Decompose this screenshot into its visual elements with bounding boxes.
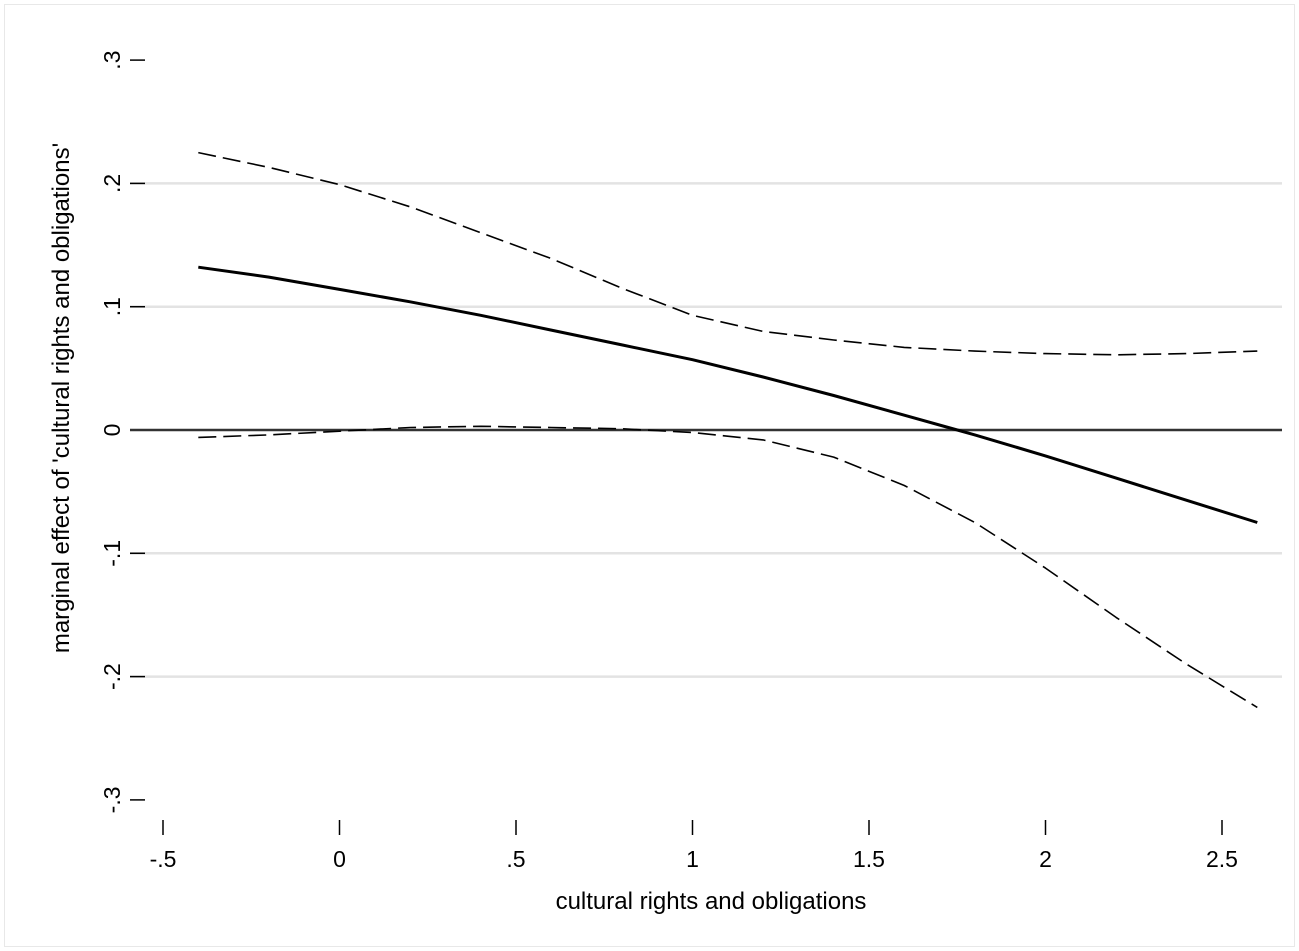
x-tick-label: -.5 — [150, 846, 177, 872]
x-tick-label: 2.5 — [1206, 846, 1238, 872]
marginal-effect-line — [198, 265, 1258, 524]
x-tick-label: 0 — [333, 846, 346, 872]
x-axis-title: cultural rights and obligations — [556, 888, 867, 915]
y-tick-label: -.3 — [99, 786, 125, 813]
x-tick-label: 1 — [686, 846, 699, 872]
y-tick-label: -.1 — [99, 540, 125, 567]
x-tick-label: 1.5 — [853, 846, 885, 872]
y-tick-label: -.2 — [99, 663, 125, 690]
series-lines — [130, 151, 1282, 709]
chart-frame — [4, 4, 1295, 947]
gridlines — [130, 182, 1282, 678]
axes: -.3 -.2 -.1 0 .1 .2 .3 -.5 0 .5 1 1.5 2 2.5 — [99, 51, 1238, 872]
x-tick-label: .5 — [506, 846, 525, 872]
y-tick-label: 0 — [99, 424, 125, 437]
x-tick-label: 2 — [1039, 846, 1052, 872]
y-tick-label: .3 — [99, 51, 125, 70]
upper-confidence-bound-line — [198, 151, 1258, 356]
y-tick-label: .2 — [99, 174, 125, 193]
y-axis-title: marginal effect of 'cultural rights and … — [48, 143, 75, 653]
y-tick-label: .1 — [99, 297, 125, 316]
lower-confidence-bound-line — [198, 425, 1258, 709]
